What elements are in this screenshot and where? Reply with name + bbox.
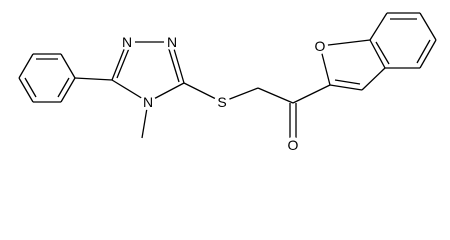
atom-label: O bbox=[288, 137, 299, 153]
atom-label: N bbox=[122, 34, 132, 50]
molecule-diagram: N N N S O O bbox=[18, 12, 437, 153]
atom-label: S bbox=[217, 94, 226, 110]
atom-labels: N N N S O O bbox=[119, 34, 328, 153]
atom-label: O bbox=[315, 38, 326, 54]
atom-label: N bbox=[143, 94, 153, 110]
bonds bbox=[18, 12, 437, 143]
atom-label: N bbox=[167, 34, 177, 50]
